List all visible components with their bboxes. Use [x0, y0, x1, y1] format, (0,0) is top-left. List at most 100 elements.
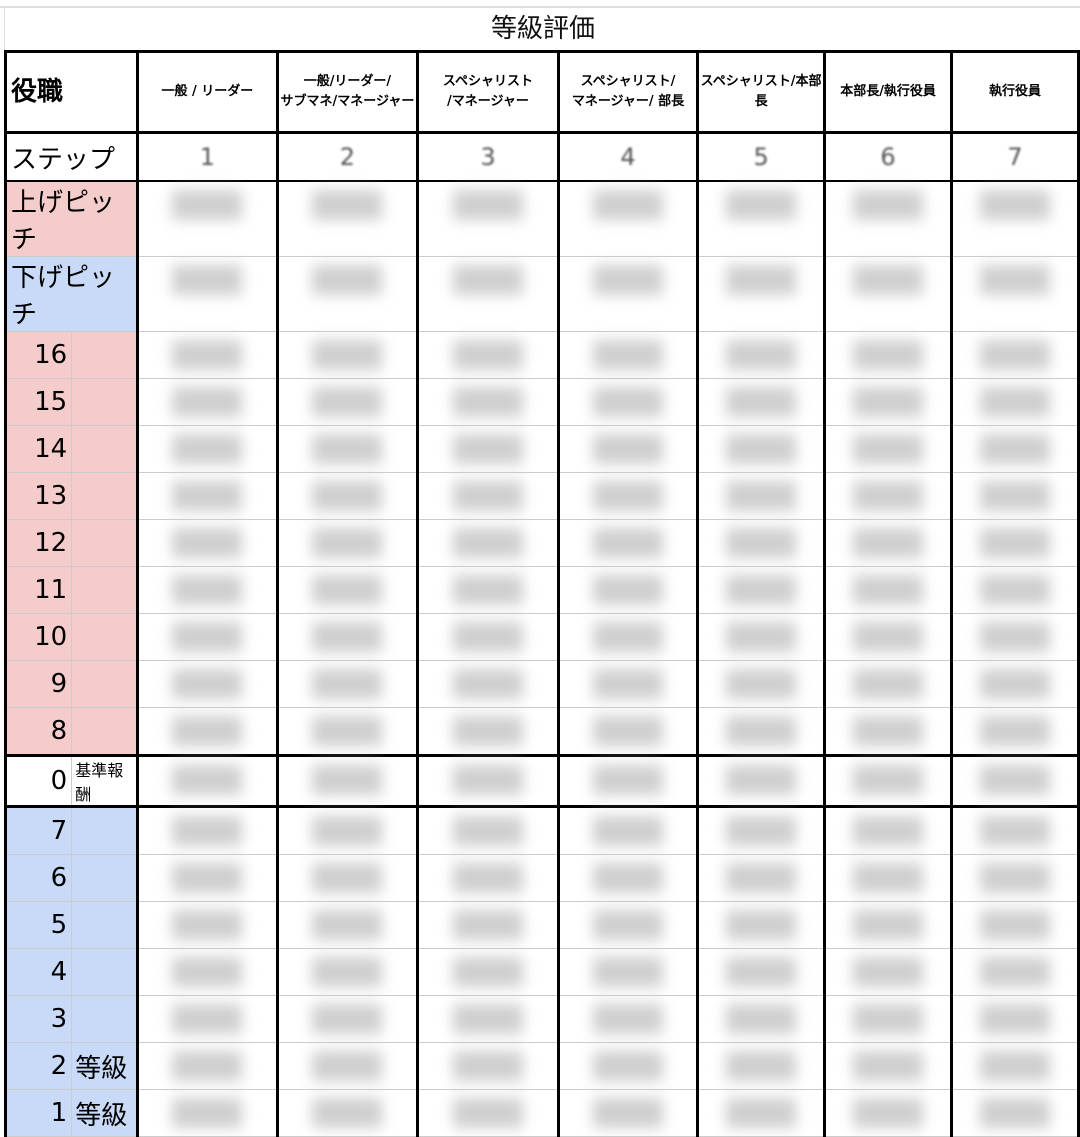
salary-cell[interactable]	[135, 613, 279, 661]
salary-cell[interactable]	[556, 707, 700, 756]
salary-cell[interactable]	[823, 707, 954, 756]
salary-cell[interactable]	[275, 378, 420, 426]
salary-cell[interactable]	[416, 707, 560, 756]
salary-cell[interactable]	[950, 256, 1080, 332]
salary-cell[interactable]	[823, 854, 954, 902]
salary-cell[interactable]	[135, 425, 279, 473]
salary-cell[interactable]	[275, 1042, 420, 1090]
salary-cell[interactable]	[696, 378, 827, 426]
salary-cell[interactable]	[135, 180, 279, 257]
salary-cell[interactable]	[950, 901, 1080, 949]
salary-cell[interactable]	[556, 566, 700, 614]
role-column-header[interactable]: スペシャリスト/ マネージャー/ 部長	[556, 50, 700, 134]
salary-cell[interactable]	[950, 378, 1080, 426]
salary-cell[interactable]	[950, 995, 1080, 1043]
step-number[interactable]: 5	[696, 131, 827, 182]
salary-cell[interactable]	[275, 472, 420, 520]
salary-cell[interactable]	[696, 180, 827, 257]
salary-cell[interactable]	[950, 754, 1080, 808]
salary-cell[interactable]	[823, 256, 954, 332]
salary-cell[interactable]	[556, 995, 700, 1043]
salary-cell[interactable]	[696, 901, 827, 949]
salary-cell[interactable]	[696, 806, 827, 855]
salary-cell[interactable]	[416, 995, 560, 1043]
salary-cell[interactable]	[135, 566, 279, 614]
salary-cell[interactable]	[950, 566, 1080, 614]
salary-cell[interactable]	[950, 180, 1080, 257]
role-column-header[interactable]: 一般 / リーダー	[135, 50, 279, 134]
salary-cell[interactable]	[556, 519, 700, 567]
salary-cell[interactable]	[135, 1089, 279, 1137]
salary-cell[interactable]	[823, 180, 954, 257]
salary-cell[interactable]	[416, 1042, 560, 1090]
salary-cell[interactable]	[275, 948, 420, 996]
salary-cell[interactable]	[823, 660, 954, 708]
salary-cell[interactable]	[696, 613, 827, 661]
salary-cell[interactable]	[135, 995, 279, 1043]
salary-cell[interactable]	[950, 948, 1080, 996]
salary-cell[interactable]	[556, 378, 700, 426]
step-number[interactable]: 6	[823, 131, 954, 182]
salary-cell[interactable]	[823, 331, 954, 379]
salary-cell[interactable]	[416, 180, 560, 257]
salary-cell[interactable]	[556, 180, 700, 257]
salary-cell[interactable]	[696, 566, 827, 614]
salary-cell[interactable]	[275, 613, 420, 661]
salary-cell[interactable]	[823, 995, 954, 1043]
salary-cell[interactable]	[823, 378, 954, 426]
salary-cell[interactable]	[950, 707, 1080, 756]
salary-cell[interactable]	[275, 854, 420, 902]
salary-cell[interactable]	[275, 180, 420, 257]
salary-cell[interactable]	[416, 754, 560, 808]
salary-cell[interactable]	[135, 854, 279, 902]
salary-cell[interactable]	[696, 660, 827, 708]
salary-cell[interactable]	[135, 472, 279, 520]
salary-cell[interactable]	[135, 707, 279, 756]
salary-cell[interactable]	[135, 948, 279, 996]
step-number[interactable]: 1	[135, 131, 279, 182]
salary-cell[interactable]	[823, 901, 954, 949]
salary-cell[interactable]	[275, 256, 420, 332]
salary-cell[interactable]	[950, 1042, 1080, 1090]
salary-cell[interactable]	[556, 806, 700, 855]
salary-cell[interactable]	[275, 754, 420, 808]
salary-cell[interactable]	[275, 660, 420, 708]
salary-cell[interactable]	[556, 660, 700, 708]
salary-cell[interactable]	[696, 995, 827, 1043]
salary-cell[interactable]	[416, 378, 560, 426]
salary-cell[interactable]	[823, 948, 954, 996]
salary-cell[interactable]	[696, 425, 827, 473]
salary-cell[interactable]	[823, 425, 954, 473]
salary-cell[interactable]	[135, 901, 279, 949]
salary-cell[interactable]	[950, 425, 1080, 473]
salary-cell[interactable]	[416, 566, 560, 614]
role-column-header[interactable]: 執行役員	[950, 50, 1080, 134]
salary-cell[interactable]	[416, 425, 560, 473]
salary-cell[interactable]	[416, 256, 560, 332]
role-column-header[interactable]: 一般/リーダー/ サブマネ/マネージャー	[275, 50, 420, 134]
salary-cell[interactable]	[135, 378, 279, 426]
salary-cell[interactable]	[696, 1042, 827, 1090]
salary-cell[interactable]	[275, 707, 420, 756]
salary-cell[interactable]	[275, 901, 420, 949]
salary-cell[interactable]	[823, 613, 954, 661]
salary-cell[interactable]	[416, 472, 560, 520]
salary-cell[interactable]	[696, 519, 827, 567]
salary-cell[interactable]	[416, 331, 560, 379]
salary-cell[interactable]	[135, 331, 279, 379]
salary-cell[interactable]	[275, 331, 420, 379]
salary-cell[interactable]	[696, 854, 827, 902]
salary-cell[interactable]	[823, 472, 954, 520]
salary-cell[interactable]	[696, 331, 827, 379]
salary-cell[interactable]	[135, 660, 279, 708]
salary-cell[interactable]	[275, 806, 420, 855]
salary-cell[interactable]	[696, 754, 827, 808]
salary-cell[interactable]	[416, 613, 560, 661]
salary-cell[interactable]	[696, 256, 827, 332]
salary-cell[interactable]	[556, 1042, 700, 1090]
salary-cell[interactable]	[416, 519, 560, 567]
salary-cell[interactable]	[416, 901, 560, 949]
salary-cell[interactable]	[950, 1089, 1080, 1137]
salary-cell[interactable]	[135, 519, 279, 567]
salary-cell[interactable]	[275, 425, 420, 473]
